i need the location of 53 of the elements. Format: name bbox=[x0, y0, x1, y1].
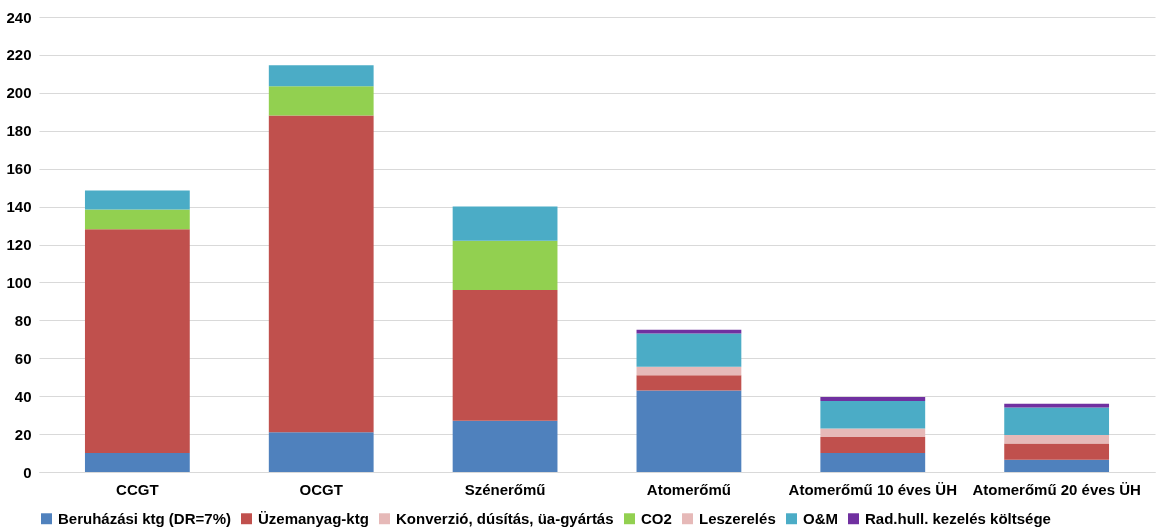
y-tick-label: 140 bbox=[6, 198, 32, 216]
y-tick-label: 60 bbox=[14, 349, 32, 367]
bar bbox=[268, 432, 374, 472]
y-tick-label: 180 bbox=[6, 122, 32, 140]
bar bbox=[1004, 459, 1110, 472]
x-tick-label: Atomerőmű 20 éves ÜH bbox=[972, 480, 1141, 498]
bar bbox=[820, 453, 926, 472]
y-tick-label: 120 bbox=[6, 236, 32, 253]
bar bbox=[268, 65, 374, 87]
bar bbox=[452, 420, 558, 472]
bar bbox=[1004, 403, 1110, 408]
y-tick-label: 220 bbox=[6, 46, 32, 64]
bar bbox=[84, 209, 190, 230]
y-tick-label: 40 bbox=[14, 387, 32, 405]
x-tick-label: OCGT bbox=[299, 480, 343, 498]
legend-label: O&M bbox=[803, 509, 838, 527]
legend-label: Leszerelés bbox=[699, 509, 776, 527]
y-tick-label: 0 bbox=[23, 463, 32, 481]
legend-label: Beruházási ktg (DR=7%) bbox=[58, 509, 231, 527]
bar bbox=[268, 86, 374, 116]
bar bbox=[452, 206, 558, 241]
bar bbox=[84, 229, 190, 454]
legend-label: CO2 bbox=[641, 509, 672, 527]
y-tick-label: 20 bbox=[14, 425, 32, 443]
bar bbox=[636, 366, 742, 376]
bar bbox=[636, 329, 742, 334]
x-tick-label: Atomerőmű bbox=[646, 480, 732, 498]
bar bbox=[84, 453, 190, 472]
x-tick-label: CCGT bbox=[116, 480, 159, 498]
x-tick-label: Atomerőmű 10 éves ÜH bbox=[788, 480, 957, 498]
bar bbox=[820, 428, 926, 437]
x-tick-label: Szénerőmű bbox=[464, 480, 546, 498]
bar bbox=[1004, 443, 1110, 460]
legend-label: Konverzió, dúsítás, üa-gyártás bbox=[396, 509, 614, 527]
bar bbox=[820, 400, 926, 429]
bar bbox=[452, 240, 558, 290]
legend-label: Rad.hull. kezelés költsége bbox=[865, 509, 1051, 527]
y-tick-label: 100 bbox=[6, 273, 32, 291]
bar bbox=[268, 115, 374, 433]
y-tick-label: 240 bbox=[6, 8, 32, 26]
y-tick-label: 200 bbox=[6, 84, 32, 102]
bar bbox=[452, 290, 558, 421]
y-tick-label: 160 bbox=[6, 160, 32, 178]
bar bbox=[84, 190, 190, 210]
bar bbox=[636, 390, 742, 472]
y-tick-label: 80 bbox=[14, 311, 32, 329]
bar bbox=[820, 397, 926, 401]
bar bbox=[820, 436, 926, 454]
bar bbox=[636, 333, 742, 367]
bar bbox=[1004, 407, 1110, 436]
bar bbox=[636, 375, 742, 391]
legend-label: Üzemanyag-ktg bbox=[258, 509, 369, 527]
bar bbox=[1004, 435, 1110, 444]
